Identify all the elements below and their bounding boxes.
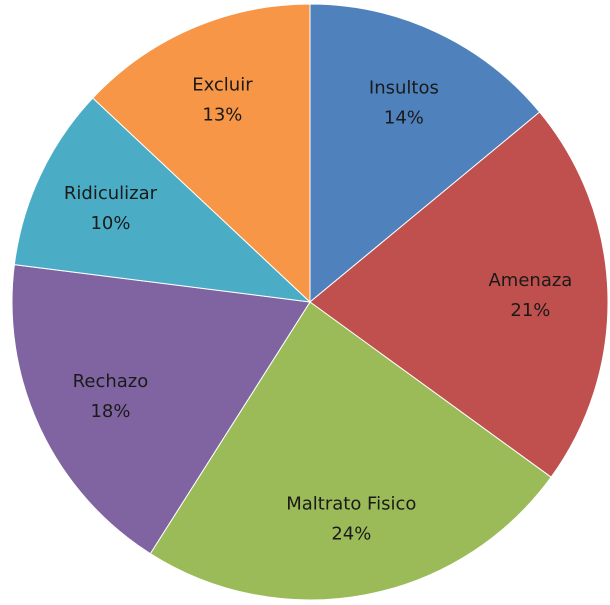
slice-value-label: 18% [90,401,130,422]
pie-slice [92,3,311,304]
slice-label: Ridiculizar [64,183,158,204]
slice-value-label: 14% [384,107,424,128]
slice-value-label: 24% [331,524,371,545]
pie-slice [309,111,609,478]
slice-label: Rechazo [73,371,149,392]
slice-label: Maltrato Fisico [286,494,416,515]
slice-label: Amenaza [488,270,572,291]
pie-slice [149,301,552,601]
pie-slice [11,264,311,555]
slice-label: Insultos [369,77,439,98]
slice-label: Excluir [192,75,253,96]
slice-value-label: 10% [90,213,130,234]
pie-slice [13,97,312,303]
slice-value-label: 21% [510,300,550,321]
pie-slice [309,3,541,304]
slice-value-label: 13% [202,105,242,126]
